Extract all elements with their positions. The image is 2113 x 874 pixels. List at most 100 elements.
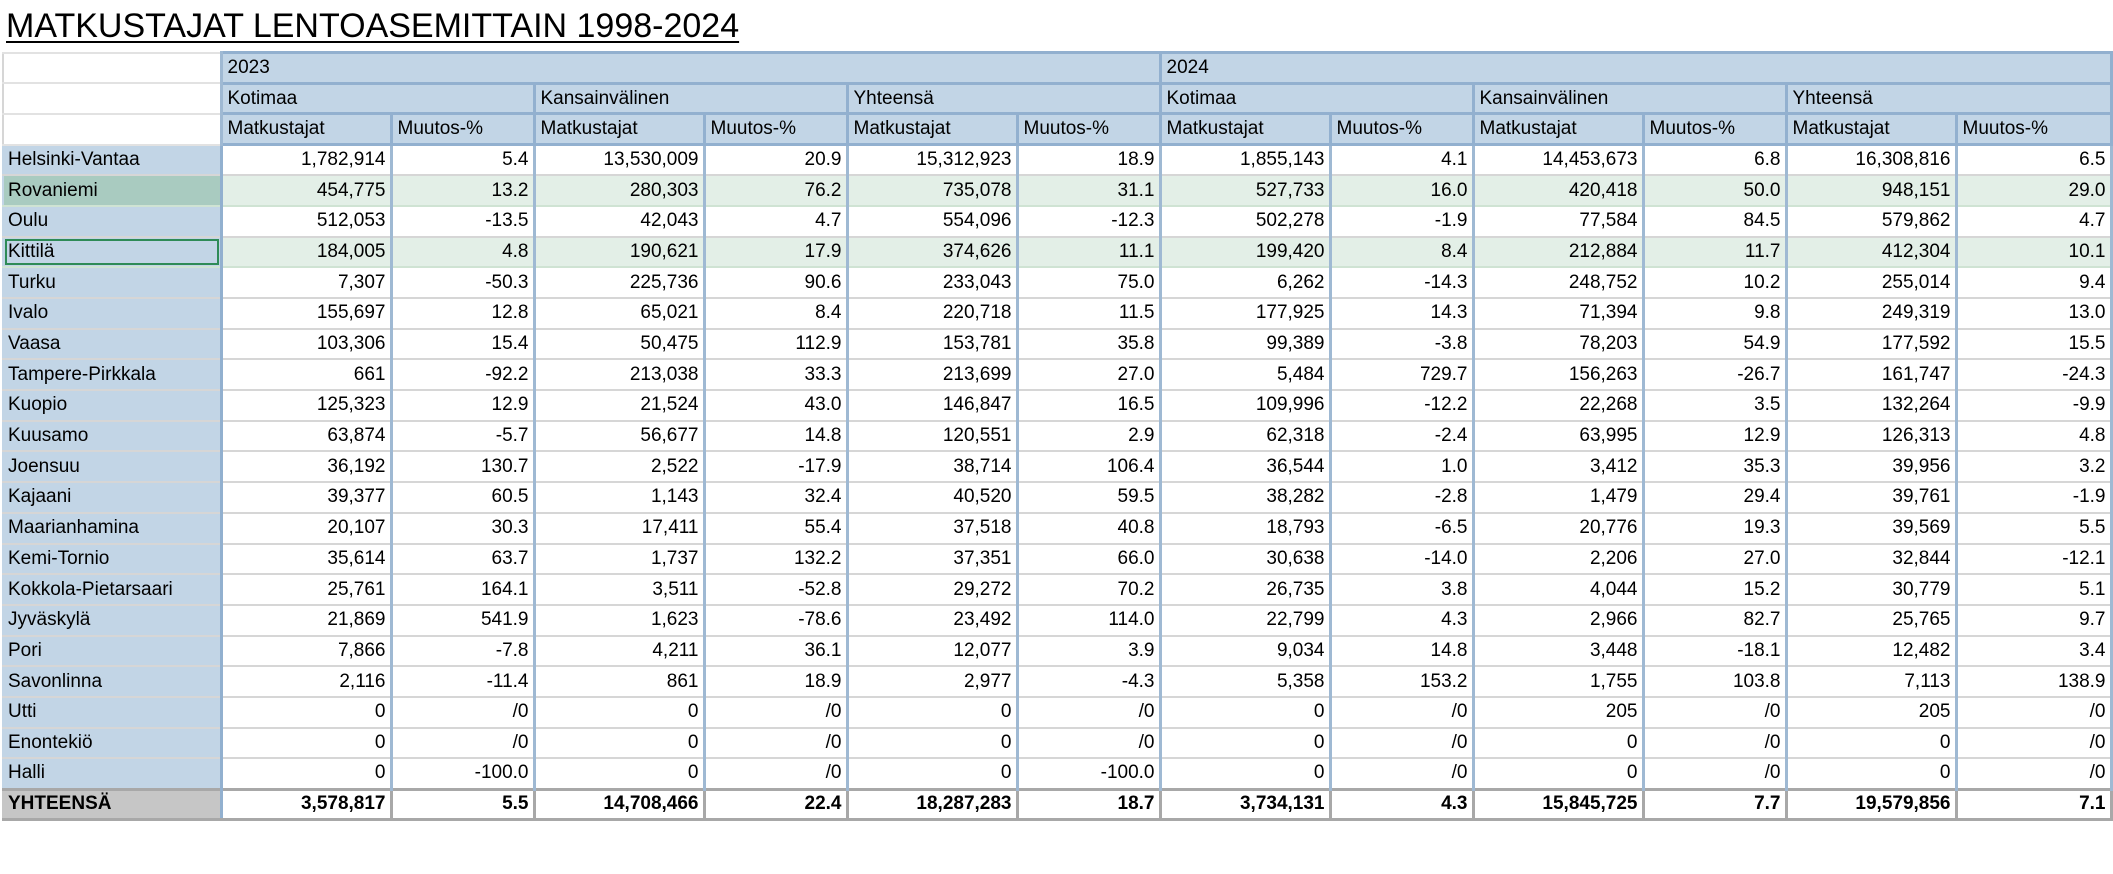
passengers-cell[interactable]: 25,761 <box>219 573 393 606</box>
change-percent-cell[interactable]: 130.7 <box>389 450 536 484</box>
passengers-cell[interactable]: 161,747 <box>1784 358 1958 392</box>
change-percent-cell[interactable]: 1.0 <box>1328 450 1475 484</box>
passengers-cell[interactable]: 153,781 <box>845 327 1019 361</box>
column-header[interactable]: Matkustajat <box>532 112 706 147</box>
change-percent-cell[interactable]: -26.7 <box>1641 358 1788 392</box>
passengers-cell[interactable]: 18,287,283 <box>845 787 1019 822</box>
passengers-cell[interactable]: 77,584 <box>1471 204 1645 238</box>
change-percent-cell[interactable]: /0 <box>1641 695 1788 729</box>
passengers-cell[interactable]: 374,626 <box>845 235 1019 269</box>
row-label[interactable]: Maarianhamina <box>2 511 223 545</box>
change-percent-cell[interactable]: 22.4 <box>702 787 849 822</box>
change-percent-cell[interactable]: 27.0 <box>1641 542 1788 576</box>
header-corner[interactable] <box>2 112 223 146</box>
passengers-cell[interactable]: 248,752 <box>1471 266 1645 299</box>
change-percent-cell[interactable]: -1.9 <box>1954 481 2113 514</box>
passengers-cell[interactable]: 20,776 <box>1471 511 1645 545</box>
change-percent-cell[interactable]: 12.9 <box>1641 419 1788 453</box>
change-percent-cell[interactable]: /0 <box>1328 726 1475 760</box>
passengers-cell[interactable]: 205 <box>1471 695 1645 729</box>
change-percent-cell[interactable]: 33.3 <box>702 358 849 392</box>
passengers-cell[interactable]: 1,737 <box>532 542 706 576</box>
row-label[interactable]: Helsinki-Vantaa <box>2 143 223 177</box>
change-percent-cell[interactable]: 3.2 <box>1954 450 2113 484</box>
group-header[interactable]: Yhteensä <box>1784 81 2113 116</box>
row-label[interactable]: Pori <box>2 634 223 668</box>
passengers-cell[interactable]: 39,956 <box>1784 450 1958 484</box>
change-percent-cell[interactable]: 6.8 <box>1641 143 1788 177</box>
change-percent-cell[interactable]: -3.8 <box>1328 327 1475 361</box>
passengers-cell[interactable]: 42,043 <box>532 204 706 238</box>
row-label[interactable]: Rovaniemi <box>2 174 223 207</box>
change-percent-cell[interactable]: -17.9 <box>702 450 849 484</box>
passengers-cell[interactable]: 512,053 <box>219 204 393 238</box>
passengers-cell[interactable]: 22,268 <box>1471 389 1645 422</box>
change-percent-cell[interactable]: 5.1 <box>1954 573 2113 606</box>
passengers-cell[interactable]: 4,044 <box>1471 573 1645 606</box>
change-percent-cell[interactable]: 14.3 <box>1328 297 1475 330</box>
change-percent-cell[interactable]: -14.3 <box>1328 266 1475 299</box>
passengers-cell[interactable]: 554,096 <box>845 204 1019 238</box>
change-percent-cell[interactable]: 35.3 <box>1641 450 1788 484</box>
change-percent-cell[interactable]: -2.8 <box>1328 481 1475 514</box>
change-percent-cell[interactable]: 90.6 <box>702 266 849 299</box>
passengers-cell[interactable]: 2,522 <box>532 450 706 484</box>
passengers-cell[interactable]: 1,782,914 <box>219 143 393 177</box>
passengers-cell[interactable]: 2,966 <box>1471 603 1645 637</box>
change-percent-cell[interactable]: 63.7 <box>389 542 536 576</box>
passengers-cell[interactable]: 14,453,673 <box>1471 143 1645 177</box>
column-header[interactable]: Muutos-% <box>1954 112 2113 147</box>
change-percent-cell[interactable]: 4.7 <box>1954 204 2113 238</box>
change-percent-cell[interactable]: 20.9 <box>702 143 849 177</box>
change-percent-cell[interactable]: 11.5 <box>1015 297 1162 330</box>
change-percent-cell[interactable]: 19.3 <box>1641 511 1788 545</box>
row-label[interactable]: Vaasa <box>2 327 223 361</box>
column-header[interactable]: Muutos-% <box>1641 112 1788 147</box>
passengers-cell[interactable]: 103,306 <box>219 327 393 361</box>
change-percent-cell[interactable]: 8.4 <box>1328 235 1475 269</box>
change-percent-cell[interactable]: 4.7 <box>702 204 849 238</box>
column-header[interactable]: Muutos-% <box>1015 112 1162 147</box>
passengers-cell[interactable]: 0 <box>219 726 393 760</box>
change-percent-cell[interactable]: 36.1 <box>702 634 849 668</box>
change-percent-cell[interactable]: 4.3 <box>1328 787 1475 822</box>
passengers-cell[interactable]: 21,869 <box>219 603 393 637</box>
column-header[interactable]: Muutos-% <box>389 112 536 147</box>
row-label[interactable]: Jyväskylä <box>2 603 223 637</box>
change-percent-cell[interactable]: 4.8 <box>389 235 536 269</box>
passengers-cell[interactable]: 213,699 <box>845 358 1019 392</box>
passengers-cell[interactable]: 420,418 <box>1471 174 1645 207</box>
passengers-cell[interactable]: 63,874 <box>219 419 393 453</box>
change-percent-cell[interactable]: 59.5 <box>1015 481 1162 514</box>
column-header[interactable]: Matkustajat <box>1471 112 1645 147</box>
row-label[interactable]: Savonlinna <box>2 665 223 698</box>
passengers-cell[interactable]: 39,569 <box>1784 511 1958 545</box>
change-percent-cell[interactable]: 43.0 <box>702 389 849 422</box>
year-header-2023[interactable]: 2023 <box>219 51 1162 85</box>
passengers-cell[interactable]: 12,077 <box>845 634 1019 668</box>
passengers-cell[interactable]: 20,107 <box>219 511 393 545</box>
change-percent-cell[interactable]: 11.1 <box>1015 235 1162 269</box>
change-percent-cell[interactable]: -6.5 <box>1328 511 1475 545</box>
change-percent-cell[interactable]: -12.2 <box>1328 389 1475 422</box>
row-label[interactable]: Kittilä <box>2 235 223 269</box>
change-percent-cell[interactable]: 18.7 <box>1015 787 1162 822</box>
change-percent-cell[interactable]: 66.0 <box>1015 542 1162 576</box>
passengers-cell[interactable]: 146,847 <box>845 389 1019 422</box>
change-percent-cell[interactable]: /0 <box>1954 726 2113 760</box>
change-percent-cell[interactable]: 32.4 <box>702 481 849 514</box>
change-percent-cell[interactable]: -11.4 <box>389 665 536 698</box>
column-header[interactable]: Muutos-% <box>1328 112 1475 147</box>
header-corner[interactable] <box>2 51 223 85</box>
passengers-cell[interactable]: 56,677 <box>532 419 706 453</box>
passengers-cell[interactable]: 177,925 <box>1158 297 1332 330</box>
passengers-cell[interactable]: 25,765 <box>1784 603 1958 637</box>
passengers-cell[interactable]: 7,866 <box>219 634 393 668</box>
change-percent-cell[interactable]: 60.5 <box>389 481 536 514</box>
change-percent-cell[interactable]: 138.9 <box>1954 665 2113 698</box>
row-label[interactable]: Kuusamo <box>2 419 223 453</box>
passengers-cell[interactable]: 4,211 <box>532 634 706 668</box>
change-percent-cell[interactable]: 14.8 <box>702 419 849 453</box>
passengers-cell[interactable]: 0 <box>845 757 1019 790</box>
group-header[interactable]: Kotimaa <box>1158 81 1475 116</box>
